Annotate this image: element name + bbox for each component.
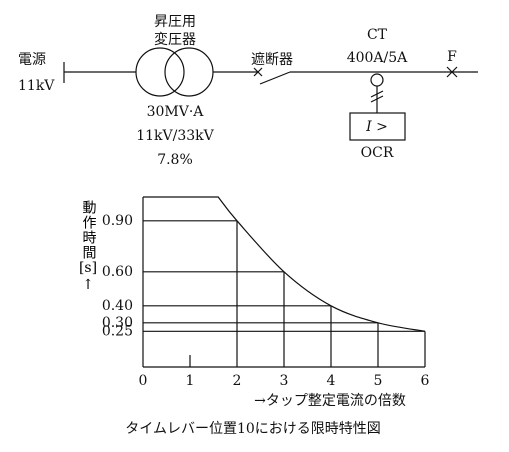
caption: タイムレバー位置10における限時特性図 — [125, 421, 381, 437]
ct-label: CT — [367, 27, 388, 43]
y-label-text: 動作時間 — [80, 200, 97, 260]
transformer-label: 昇圧用 — [154, 14, 196, 30]
x-tick-label: 1 — [186, 373, 195, 389]
breaker-blade — [259, 71, 291, 85]
fault-label: F — [447, 49, 457, 65]
y-tick-label: 0.90 — [102, 213, 133, 229]
x-tick-label: 3 — [280, 373, 289, 389]
transformer-spec: 7.8% — [157, 152, 193, 168]
source-voltage: 11kV — [18, 78, 55, 94]
relay-box — [349, 112, 406, 141]
x-tick-label: 2 — [233, 373, 242, 389]
y-axis-label: 動作時間 [s] ↑ — [78, 200, 98, 294]
transformer-winding — [164, 47, 214, 97]
y-label-arrow: ↑ — [82, 277, 94, 293]
x-tick-label: 6 — [421, 373, 430, 389]
y-tick-label: 0.60 — [102, 264, 133, 280]
transformer-spec: 11kV/33kV — [136, 128, 214, 144]
transformer-spec: 30MV·A — [147, 104, 205, 120]
ct-slash — [370, 90, 384, 103]
relay-label: OCR — [361, 145, 394, 161]
ct — [370, 73, 384, 87]
y-label-unit: [s] — [78, 260, 98, 276]
y-tick-label: 0.30 — [102, 315, 133, 331]
x-axis-label: →タップ整定電流の倍数 — [254, 393, 406, 409]
x-tick-label: 0 — [139, 373, 148, 389]
source-label: 電源 — [18, 52, 46, 68]
transformer-winding — [135, 47, 185, 97]
transformer-label: 変圧器 — [154, 31, 196, 48]
ct-ratio: 400A/5A — [347, 50, 408, 66]
relay-symbol: I > — [365, 119, 388, 135]
characteristic-curve — [143, 196, 426, 332]
breaker-label: 遮断器 — [251, 52, 293, 68]
y-tick-label: 0.40 — [102, 298, 133, 314]
fault-mark — [446, 66, 458, 78]
y-tick-label: 0.25 — [102, 323, 133, 339]
x-tick-label: 5 — [374, 373, 383, 389]
x-tick-label: 4 — [327, 373, 336, 389]
breaker-mark — [253, 67, 263, 77]
